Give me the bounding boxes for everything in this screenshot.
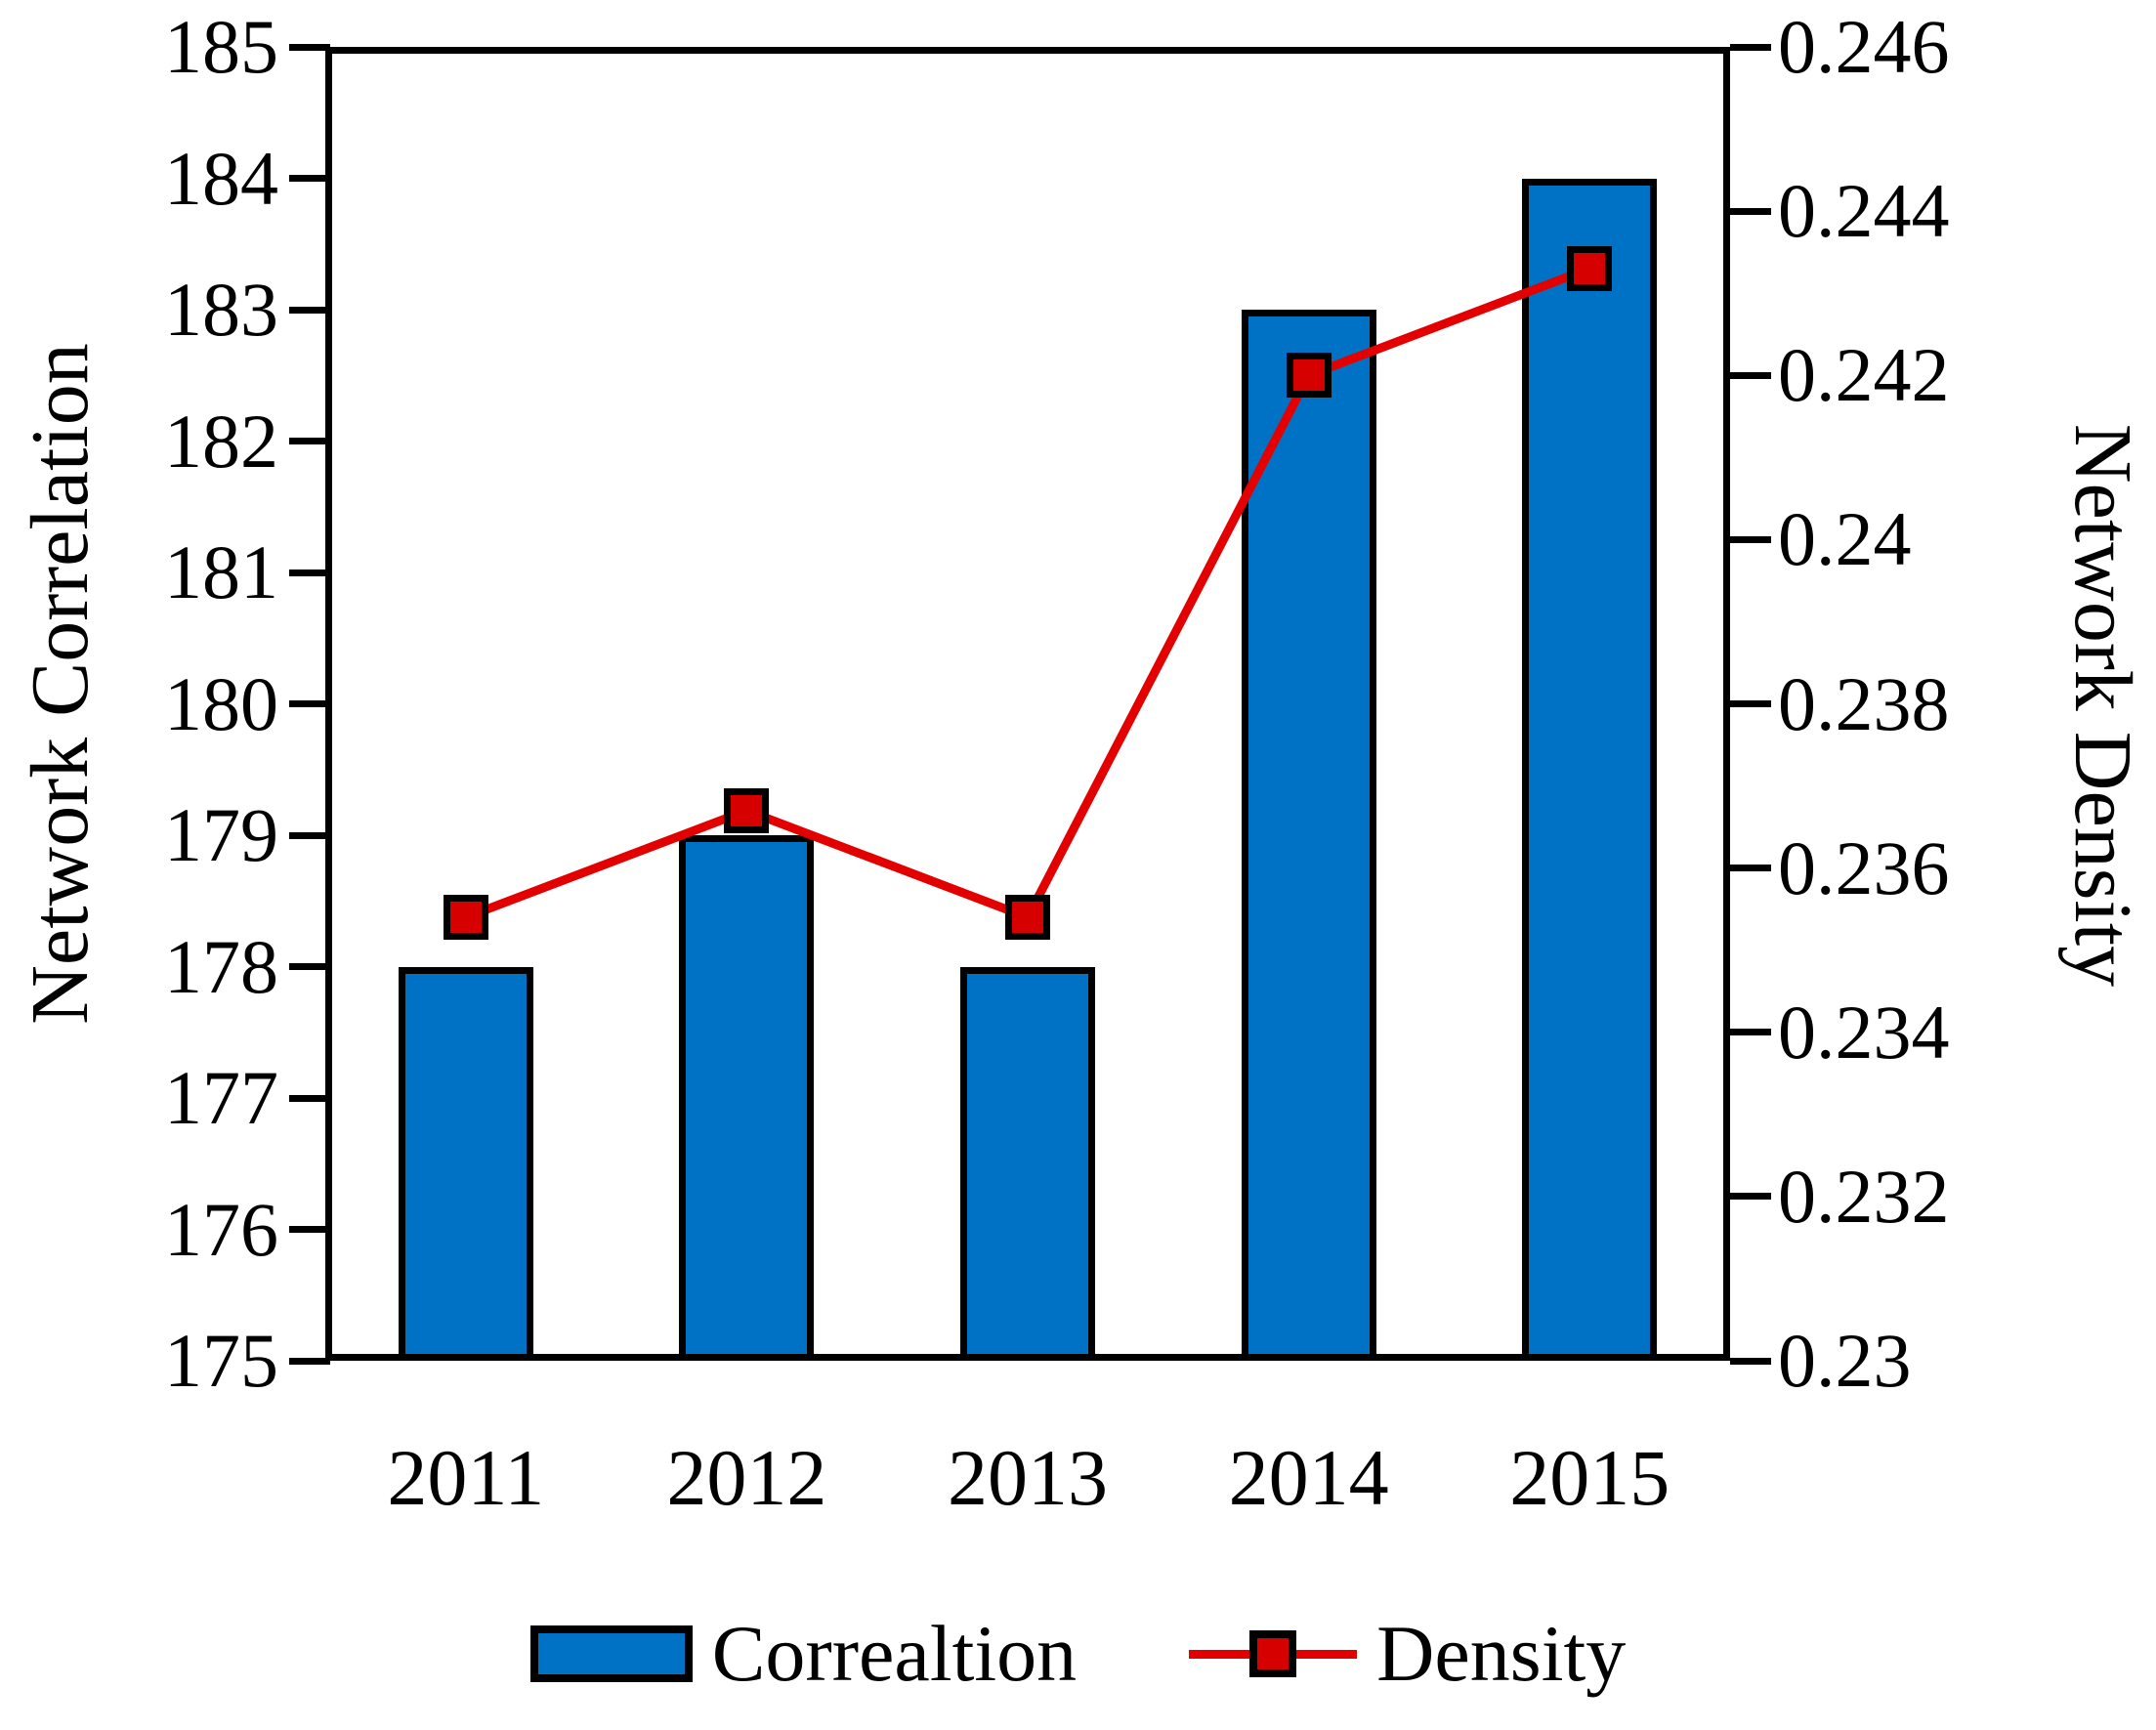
y-right-tick-label: 0.238: [1778, 660, 1950, 746]
x-tick-label-2015: 2015: [1509, 1433, 1670, 1522]
y-left-tick: [289, 1357, 330, 1365]
density-marker-2015: [1567, 245, 1613, 291]
y-right-tick: [1730, 700, 1771, 707]
legend: Correaltion Density: [0, 1614, 2156, 1694]
y-right-tick-label: 0.244: [1778, 168, 1950, 254]
y-left-tick-label: 182: [164, 398, 278, 484]
legend-line-swatch-icon: [1189, 1630, 1358, 1677]
y-left-tick: [289, 175, 330, 182]
bar-2015: [1522, 178, 1658, 1361]
legend-label-correlation: Correaltion: [711, 1609, 1078, 1698]
x-tick-label-2014: 2014: [1228, 1433, 1389, 1522]
x-tick-label-2011: 2011: [387, 1433, 545, 1522]
density-marker-2014: [1286, 353, 1332, 399]
x-tick-label-2013: 2013: [948, 1433, 1108, 1522]
y-left-tick: [289, 1094, 330, 1102]
y-right-tick-label: 0.23: [1778, 1318, 1912, 1403]
y-right-tick: [1730, 43, 1771, 51]
y-left-tick: [289, 831, 330, 839]
y-left-tick: [289, 438, 330, 444]
y-right-tick-label: 0.246: [1778, 4, 1950, 89]
y-right-tick: [1730, 865, 1771, 872]
y-left-tick: [289, 306, 330, 314]
y-left-tick-label: 177: [164, 1055, 278, 1140]
y-left-tick-label: 184: [164, 135, 278, 221]
y-right-tick-label: 0.24: [1778, 496, 1912, 582]
bar-2014: [1241, 310, 1376, 1361]
legend-label-density: Density: [1376, 1609, 1627, 1698]
y-left-tick: [289, 963, 330, 970]
legend-bar-swatch-icon: [529, 1625, 693, 1682]
bar-2013: [960, 966, 1095, 1361]
y-right-tick-label: 0.236: [1778, 824, 1950, 910]
y-left-tick-label: 180: [164, 660, 278, 746]
y-right-tick: [1730, 1029, 1771, 1036]
y-left-tick-label: 175: [164, 1318, 278, 1403]
y-left-tick: [289, 700, 330, 707]
y-right-tick-label: 0.234: [1778, 989, 1950, 1075]
y-right-tick: [1730, 1193, 1771, 1201]
y-left-tick-label: 176: [164, 1186, 278, 1272]
density-marker-2011: [443, 895, 488, 941]
y-left-tick-label: 185: [164, 4, 278, 89]
legend-square-marker-icon: [1249, 1630, 1297, 1677]
legend-item-density: Density: [1189, 1614, 1626, 1694]
y-right-tick: [1730, 207, 1771, 215]
y-right-tick: [1730, 371, 1771, 379]
x-tick-label-2012: 2012: [666, 1433, 827, 1522]
bar-2011: [398, 966, 533, 1361]
y-left-tick: [289, 1226, 330, 1233]
y-right-tick-label: 0.242: [1778, 332, 1950, 418]
bar-2012: [679, 835, 815, 1361]
y-right-tick: [1730, 1357, 1771, 1365]
legend-item-correlation: Correaltion: [529, 1609, 1078, 1698]
y-left-tick-label: 183: [164, 267, 278, 352]
y-right-tick: [1730, 535, 1771, 543]
y-right-tick-label: 0.232: [1778, 1153, 1950, 1239]
y-left-tick-label: 178: [164, 923, 278, 1009]
y-left-tick: [289, 569, 330, 576]
y-left-tick: [289, 43, 330, 51]
y-left-tick-label: 181: [164, 529, 278, 614]
density-marker-2012: [724, 787, 770, 833]
y-left-tick-label: 179: [164, 792, 278, 877]
density-marker-2013: [1005, 895, 1050, 941]
